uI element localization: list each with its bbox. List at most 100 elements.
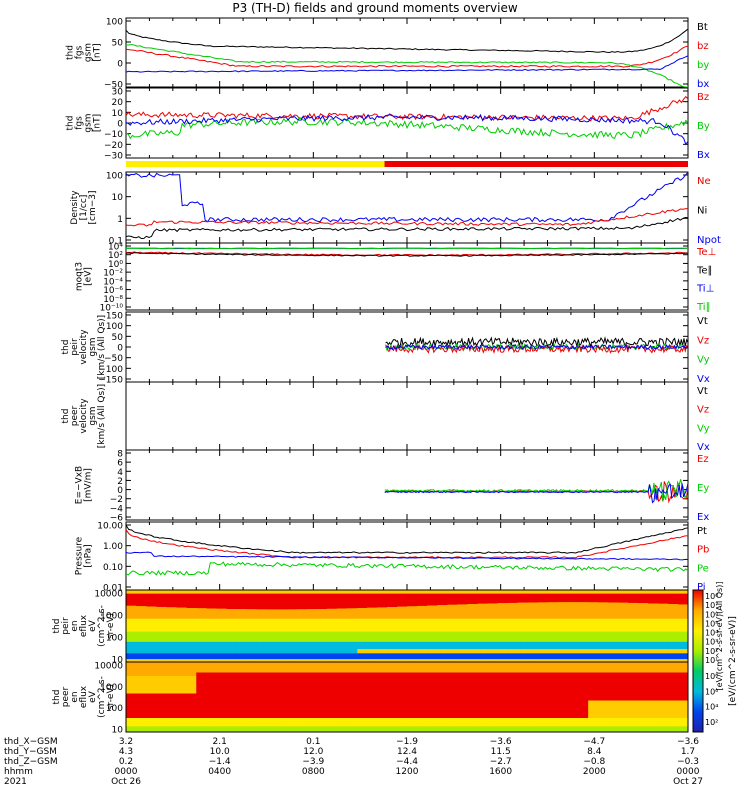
spectrogram-peir-band bbox=[537, 631, 548, 642]
spectrogram-peir-band bbox=[677, 593, 689, 605]
spectrogram-peir-band bbox=[336, 653, 348, 660]
spectrogram-peer-band bbox=[266, 672, 278, 718]
spectrogram-peir-band bbox=[276, 618, 288, 632]
spectrogram-peer-band bbox=[547, 672, 559, 718]
spectrogram-peir-band bbox=[346, 618, 358, 632]
spectrogram-peer-band bbox=[597, 718, 609, 727]
spectrogram-peer-band bbox=[316, 718, 328, 727]
spectrogram-peir-band bbox=[547, 593, 559, 603]
spectrogram-peer-band bbox=[677, 718, 689, 727]
spectrogram-peer-band bbox=[346, 718, 358, 727]
spectrogram-peir-band bbox=[276, 593, 288, 610]
spectrogram-peir-band bbox=[176, 593, 187, 608]
x-x-label: −3.6 bbox=[677, 737, 699, 747]
spectrogram-peer-band bbox=[276, 726, 288, 732]
spectrogram-peir-band bbox=[136, 631, 147, 642]
spectrogram-peer-band bbox=[246, 662, 257, 676]
spectrogram-peir-band bbox=[497, 603, 508, 619]
spectrogram-peer-band bbox=[627, 672, 639, 701]
spectrogram-peir-band bbox=[316, 618, 328, 632]
x-z-label: −0.8 bbox=[583, 757, 605, 767]
spectrogram-peir-band bbox=[627, 593, 639, 603]
y-tick-label: 10 bbox=[112, 656, 124, 666]
spectrogram-peir-band bbox=[246, 609, 257, 619]
spectrogram-peer-band bbox=[366, 718, 378, 727]
spectrogram-peir-band bbox=[136, 641, 147, 655]
spectrogram-peer-band bbox=[346, 662, 358, 676]
y-tick-label: 0 bbox=[117, 344, 123, 354]
spectrogram-peir-band bbox=[407, 593, 418, 607]
legend-pressure-Pi: Pi bbox=[697, 582, 706, 593]
spectrogram-peir bbox=[126, 590, 689, 662]
spectrogram-peer-band bbox=[336, 726, 348, 732]
legend-peer-velocity-Vt: Vt bbox=[697, 386, 708, 397]
spectrogram-peer-band bbox=[386, 726, 398, 732]
spectrogram-peir-band bbox=[497, 618, 508, 632]
spectrogram-peir-band bbox=[477, 641, 488, 650]
spectrogram-peir-band bbox=[296, 631, 308, 642]
x-z-label: −3.9 bbox=[302, 757, 324, 767]
spectrogram-peer-band bbox=[497, 718, 508, 727]
y-axis-label: thd bbox=[61, 340, 71, 355]
spectrogram-peir-band bbox=[527, 593, 538, 603]
spectrogram-peir-band bbox=[667, 653, 679, 660]
spectrogram-peer-band bbox=[176, 718, 187, 727]
spectrogram-peir-band bbox=[487, 653, 498, 660]
spectrogram-peer-band bbox=[587, 718, 599, 727]
spectrogram-peer-band bbox=[296, 672, 308, 718]
spectrogram-peer-band bbox=[467, 726, 478, 732]
spectrogram-peir-band bbox=[587, 641, 599, 650]
spectrogram-peir-band bbox=[256, 618, 267, 632]
spectrogram-peir-band bbox=[386, 631, 398, 642]
spectrogram-peir-band bbox=[176, 641, 187, 655]
spectrogram-peer-band bbox=[126, 718, 137, 727]
spectrogram-peir-band bbox=[407, 606, 418, 619]
x-x-label: −1.9 bbox=[396, 737, 418, 747]
x-row-label: thd_X−GSM bbox=[4, 737, 58, 747]
spectrogram-peir-band bbox=[296, 618, 308, 632]
spectrogram-peir-band bbox=[396, 606, 408, 619]
spectrogram-peir-band bbox=[316, 631, 328, 642]
spectrogram-peir-band bbox=[126, 631, 137, 642]
spectrogram-peer-band bbox=[146, 693, 157, 718]
spectrogram-peir-band bbox=[296, 609, 308, 619]
spectrogram-peer-band bbox=[657, 718, 669, 727]
spectrogram-peer-band bbox=[647, 726, 659, 732]
spectrogram-peir-band bbox=[637, 653, 649, 660]
spectrogram-peir-band bbox=[457, 653, 468, 660]
spectrogram-peir-band bbox=[366, 641, 378, 650]
y-tick-label: −4 bbox=[110, 504, 124, 514]
spectrogram-peir-band bbox=[657, 641, 669, 650]
y-tick-label: 8 bbox=[117, 450, 123, 460]
spectrogram-peir-band bbox=[146, 606, 157, 619]
series-pi bbox=[125, 551, 689, 561]
spectrogram-peer-band bbox=[156, 726, 167, 732]
spectrogram-peir-band bbox=[216, 608, 227, 619]
spectrogram-peer-band bbox=[326, 718, 338, 727]
y-tick-label: 0.01 bbox=[103, 584, 123, 594]
spectrogram-peer-band bbox=[657, 726, 669, 732]
y-tick-label: 1 bbox=[117, 215, 123, 225]
spectrogram-peir-band bbox=[517, 602, 528, 619]
y-tick-label: 10⁻¹⁰ bbox=[100, 304, 124, 314]
spectrogram-peir-band bbox=[647, 631, 659, 642]
spectrogram-peir-band bbox=[667, 604, 679, 619]
spectrogram-peer-band bbox=[226, 718, 237, 727]
spectrogram-peir-band bbox=[256, 593, 267, 610]
spectrogram-peer-band bbox=[477, 726, 488, 732]
spectrogram-peir-band bbox=[226, 653, 237, 660]
series-ti-par bbox=[125, 247, 689, 250]
spectrogram-peir-band bbox=[427, 618, 438, 632]
spectrogram-peir-band bbox=[657, 631, 669, 642]
spectrogram-peir-band bbox=[627, 618, 639, 632]
spectrogram-peir-band bbox=[667, 593, 679, 605]
spectrogram-peir-band bbox=[497, 593, 508, 604]
spectrogram-peer-band bbox=[457, 672, 468, 718]
y-axis-label: moqt3 bbox=[75, 262, 85, 291]
spectrogram-peir-band bbox=[146, 653, 157, 660]
spectrogram-peer-band bbox=[407, 672, 418, 718]
spectrogram-peir-band bbox=[417, 641, 428, 650]
spectrogram-peer-band bbox=[447, 672, 458, 718]
spectrogram-peir-band bbox=[587, 602, 599, 619]
spectrogram-peer-band bbox=[306, 718, 318, 727]
